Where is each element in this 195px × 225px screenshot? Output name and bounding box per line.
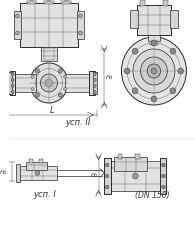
Bar xyxy=(118,154,122,159)
Circle shape xyxy=(11,85,14,88)
Bar xyxy=(41,48,57,62)
Circle shape xyxy=(121,38,186,106)
Circle shape xyxy=(132,49,138,55)
Bar xyxy=(160,158,166,194)
Bar xyxy=(140,1,145,7)
Bar xyxy=(44,0,54,5)
Text: H₁: H₁ xyxy=(90,173,98,178)
Circle shape xyxy=(162,174,165,178)
Circle shape xyxy=(105,185,109,189)
Text: H₁: H₁ xyxy=(0,169,7,174)
Text: L: L xyxy=(50,106,55,115)
Bar xyxy=(14,75,35,93)
Circle shape xyxy=(35,93,40,98)
Text: H₁: H₁ xyxy=(106,75,113,80)
Circle shape xyxy=(35,70,40,74)
Circle shape xyxy=(11,79,14,82)
Bar xyxy=(150,42,158,46)
Bar xyxy=(77,12,84,40)
Bar xyxy=(39,159,43,163)
Circle shape xyxy=(64,88,66,91)
Circle shape xyxy=(30,64,68,104)
Bar xyxy=(93,73,97,94)
Circle shape xyxy=(58,93,62,98)
Circle shape xyxy=(45,80,53,88)
Circle shape xyxy=(93,79,96,82)
Bar xyxy=(130,11,138,29)
Circle shape xyxy=(105,164,109,167)
Circle shape xyxy=(35,171,40,176)
Bar xyxy=(29,159,33,163)
Bar xyxy=(27,0,36,5)
Bar xyxy=(14,12,21,40)
Circle shape xyxy=(58,70,62,74)
Circle shape xyxy=(151,41,157,47)
Circle shape xyxy=(11,91,14,94)
Bar xyxy=(114,157,147,171)
Bar xyxy=(109,161,162,191)
Text: усп. II: усп. II xyxy=(65,117,90,126)
Bar xyxy=(135,154,140,159)
Circle shape xyxy=(170,88,176,94)
Circle shape xyxy=(31,88,34,91)
Text: (DN 150): (DN 150) xyxy=(135,190,170,199)
Circle shape xyxy=(79,15,82,19)
Circle shape xyxy=(178,69,183,75)
Circle shape xyxy=(11,73,14,76)
Circle shape xyxy=(162,185,165,189)
Bar xyxy=(20,4,78,48)
Circle shape xyxy=(15,15,19,19)
Bar xyxy=(18,166,57,180)
Bar xyxy=(163,1,168,7)
Bar xyxy=(170,11,178,29)
Circle shape xyxy=(93,91,96,94)
Circle shape xyxy=(40,75,58,93)
Circle shape xyxy=(31,76,34,79)
Bar xyxy=(104,158,111,194)
Circle shape xyxy=(132,173,138,179)
Bar xyxy=(8,73,12,94)
Circle shape xyxy=(147,65,161,79)
Circle shape xyxy=(151,69,157,75)
Bar xyxy=(16,164,20,182)
Circle shape xyxy=(162,164,165,167)
Circle shape xyxy=(141,58,167,86)
Circle shape xyxy=(93,73,96,76)
Bar xyxy=(89,72,95,96)
Circle shape xyxy=(93,85,96,88)
Circle shape xyxy=(105,174,109,178)
Bar xyxy=(26,162,47,170)
Circle shape xyxy=(15,32,19,36)
Text: усп. I: усп. I xyxy=(34,189,57,198)
Bar xyxy=(65,75,93,93)
Circle shape xyxy=(151,97,157,103)
Bar xyxy=(148,36,160,42)
Circle shape xyxy=(79,32,82,36)
Circle shape xyxy=(124,69,130,75)
Bar xyxy=(137,6,171,36)
Circle shape xyxy=(170,49,176,55)
Circle shape xyxy=(133,50,175,94)
Bar xyxy=(10,72,15,96)
Bar xyxy=(44,49,54,61)
Circle shape xyxy=(132,88,138,94)
Bar xyxy=(61,0,71,5)
Circle shape xyxy=(64,76,66,79)
